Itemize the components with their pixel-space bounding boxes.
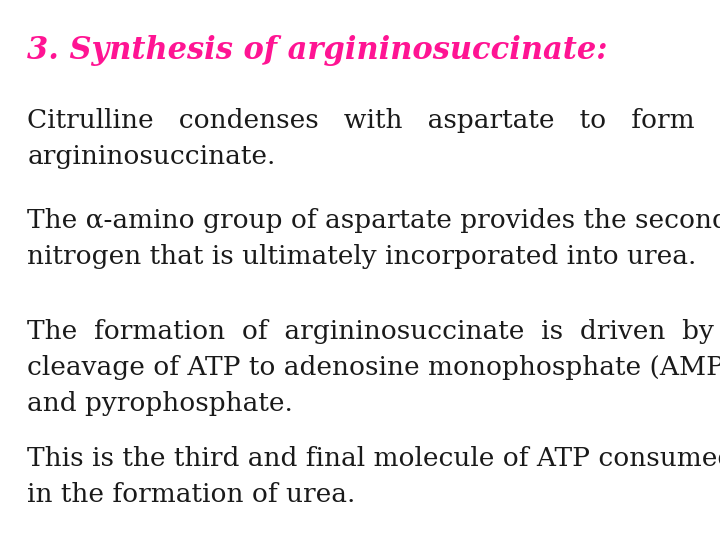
Text: 3. Synthesis of argininosuccinate:: 3. Synthesis of argininosuccinate: xyxy=(27,35,608,66)
Text: This is the third and final molecule of ATP consumed
in the formation of urea.: This is the third and final molecule of … xyxy=(27,446,720,507)
Text: Citrulline   condenses   with   aspartate   to   form
argininosuccinate.: Citrulline condenses with aspartate to f… xyxy=(27,108,695,169)
Text: The  formation  of  argininosuccinate  is  driven  by  the
cleavage of ATP to ad: The formation of argininosuccinate is dr… xyxy=(27,319,720,416)
Text: The α-amino group of aspartate provides the second
nitrogen that is ultimately i: The α-amino group of aspartate provides … xyxy=(27,208,720,269)
